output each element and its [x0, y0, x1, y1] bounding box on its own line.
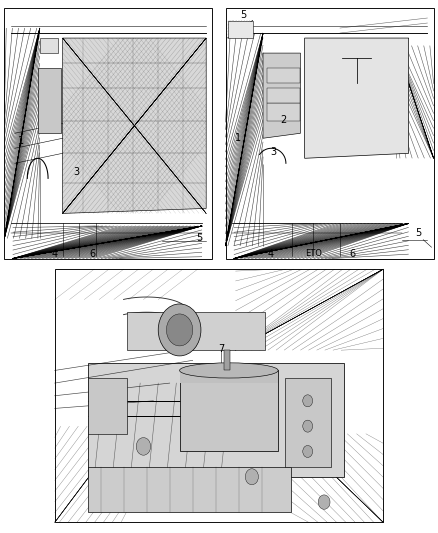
Bar: [226, 8, 434, 259]
Text: 4: 4: [268, 249, 274, 259]
Circle shape: [166, 314, 193, 346]
Text: 1: 1: [235, 133, 241, 142]
Circle shape: [158, 304, 201, 356]
Text: 2: 2: [281, 115, 287, 125]
Circle shape: [318, 495, 330, 510]
Text: 1: 1: [18, 136, 24, 146]
Text: 5: 5: [415, 229, 421, 238]
Text: 5: 5: [240, 10, 246, 20]
Bar: [180, 370, 278, 383]
Text: 5: 5: [196, 233, 202, 243]
Circle shape: [303, 420, 313, 432]
Text: 7: 7: [218, 344, 224, 354]
Bar: [127, 312, 265, 350]
Text: 4: 4: [52, 249, 58, 259]
Text: 6: 6: [350, 249, 356, 259]
Bar: [88, 467, 291, 512]
Bar: [267, 68, 300, 83]
Polygon shape: [38, 68, 60, 133]
Text: 3: 3: [74, 167, 80, 176]
Bar: [55, 269, 383, 522]
Bar: [40, 38, 59, 53]
Circle shape: [303, 395, 313, 407]
Bar: [180, 370, 278, 451]
Bar: [88, 363, 344, 477]
Bar: [285, 378, 331, 467]
Bar: [228, 20, 253, 38]
Bar: [4, 8, 212, 259]
Ellipse shape: [180, 363, 278, 378]
Bar: [267, 103, 300, 120]
Bar: [88, 378, 127, 434]
Circle shape: [245, 469, 258, 485]
Polygon shape: [63, 38, 206, 213]
Polygon shape: [305, 38, 409, 158]
Bar: [267, 88, 300, 103]
Bar: [224, 350, 230, 370]
Text: 3: 3: [271, 147, 277, 157]
Text: ETO: ETO: [305, 249, 321, 258]
Circle shape: [136, 438, 151, 455]
Text: 6: 6: [89, 249, 95, 259]
Circle shape: [303, 446, 313, 457]
Polygon shape: [263, 53, 300, 138]
